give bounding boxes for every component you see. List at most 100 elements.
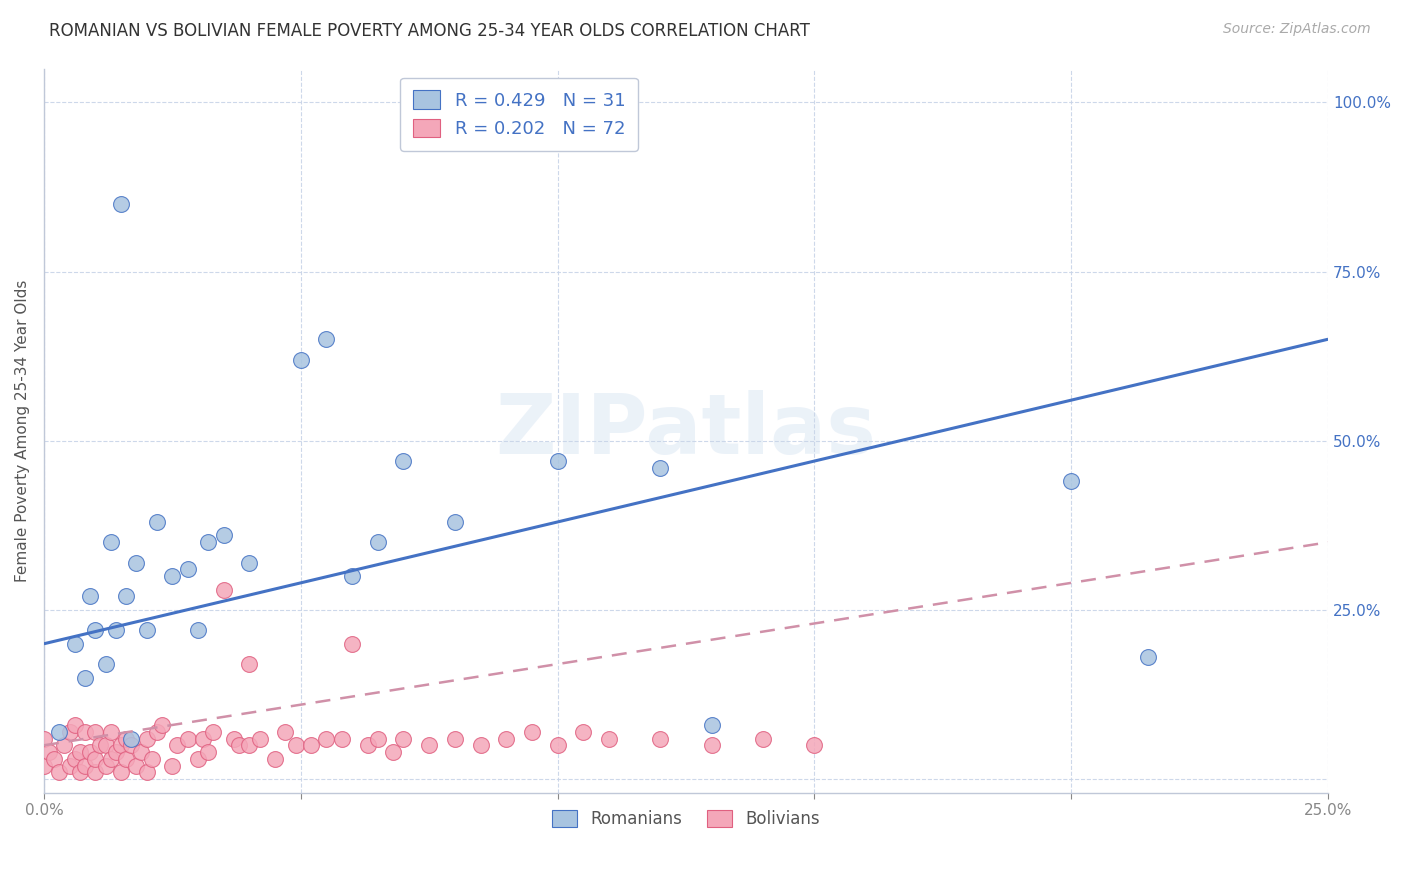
Point [212, 582, 235, 597]
Point [418, 739, 440, 753]
Point [803, 739, 825, 753]
Point [120, 739, 142, 753]
Point [238, 657, 260, 671]
Point [84, 624, 107, 638]
Point [150, 718, 173, 732]
Point [32, 731, 55, 746]
Point [290, 352, 312, 367]
Point [135, 731, 157, 746]
Point [650, 460, 672, 475]
Point [63, 637, 86, 651]
Point [340, 637, 363, 651]
Point [191, 731, 214, 746]
Point [356, 739, 378, 753]
Text: ZIPatlas: ZIPatlas [495, 390, 876, 471]
Point [340, 569, 363, 583]
Point [94, 758, 117, 772]
Point [73, 671, 96, 685]
Point [315, 332, 337, 346]
Point [382, 745, 405, 759]
Point [94, 657, 117, 671]
Point [58, 758, 80, 772]
Point [249, 731, 271, 746]
Point [79, 590, 101, 604]
Text: ROMANIAN VS BOLIVIAN FEMALE POVERTY AMONG 25-34 YEAR OLDS CORRELATION CHART: ROMANIAN VS BOLIVIAN FEMALE POVERTY AMON… [49, 22, 810, 40]
Point [44, 752, 66, 766]
Y-axis label: Female Poverty Among 25-34 Year Olds: Female Poverty Among 25-34 Year Olds [15, 279, 30, 582]
Point [598, 731, 620, 746]
Point [238, 739, 260, 753]
Point [547, 739, 569, 753]
Point [238, 556, 260, 570]
Point [146, 724, 169, 739]
Point [367, 731, 389, 746]
Point [94, 739, 117, 753]
Point [110, 197, 132, 211]
Point [110, 765, 132, 780]
Point [392, 454, 415, 468]
Point [1060, 475, 1083, 489]
Point [274, 724, 297, 739]
Point [69, 745, 91, 759]
Point [187, 752, 209, 766]
Point [212, 528, 235, 542]
Point [650, 731, 672, 746]
Point [392, 731, 415, 746]
Point [315, 731, 337, 746]
Point [110, 739, 132, 753]
Point [104, 745, 127, 759]
Point [202, 724, 225, 739]
Point [187, 624, 209, 638]
Point [63, 752, 86, 766]
Point [547, 454, 569, 468]
Point [131, 745, 153, 759]
Point [125, 556, 148, 570]
Point [48, 765, 70, 780]
Point [89, 739, 111, 753]
Point [299, 739, 322, 753]
Point [58, 724, 80, 739]
Point [330, 731, 353, 746]
Point [100, 724, 122, 739]
Point [520, 724, 543, 739]
Point [495, 731, 517, 746]
Point [69, 765, 91, 780]
Point [84, 724, 107, 739]
Point [48, 724, 70, 739]
Point [100, 752, 122, 766]
Point [162, 758, 184, 772]
Point [177, 731, 200, 746]
Point [444, 731, 467, 746]
Point [84, 765, 107, 780]
Point [53, 739, 76, 753]
Point [700, 718, 723, 732]
Point [1137, 650, 1160, 665]
Point [115, 590, 138, 604]
Point [367, 535, 389, 549]
Text: Source: ZipAtlas.com: Source: ZipAtlas.com [1223, 22, 1371, 37]
Point [115, 752, 138, 766]
Point [32, 758, 55, 772]
Point [100, 535, 122, 549]
Legend: Romanians, Bolivians: Romanians, Bolivians [546, 804, 827, 835]
Point [700, 739, 723, 753]
Point [572, 724, 595, 739]
Point [197, 535, 219, 549]
Point [115, 731, 138, 746]
Point [444, 515, 467, 529]
Point [222, 731, 245, 746]
Point [73, 758, 96, 772]
Point [73, 724, 96, 739]
Point [197, 745, 219, 759]
Point [146, 515, 169, 529]
Point [141, 752, 163, 766]
Point [166, 739, 188, 753]
Point [162, 569, 184, 583]
Point [470, 739, 492, 753]
Point [135, 765, 157, 780]
Point [104, 624, 127, 638]
Point [135, 624, 157, 638]
Point [752, 731, 775, 746]
Point [79, 745, 101, 759]
Point [38, 745, 60, 759]
